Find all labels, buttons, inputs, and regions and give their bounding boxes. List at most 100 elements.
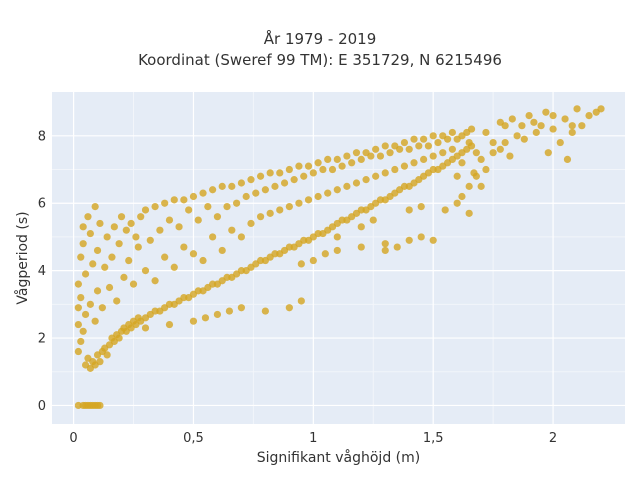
scatter-point (189, 192, 198, 201)
scatter-point (321, 250, 329, 258)
scatter-point (115, 240, 123, 248)
scatter-point (352, 179, 361, 187)
scatter-point (556, 138, 564, 147)
scatter-point (285, 202, 293, 211)
scatter-point (101, 263, 109, 271)
scatter-point (420, 135, 428, 143)
y-tick-label: 6 (38, 197, 46, 212)
scatter-point (115, 334, 123, 342)
scatter-point (204, 202, 212, 211)
scatter-point (549, 111, 557, 120)
scatter-point (319, 165, 327, 174)
chart-subtitle: Koordinat (Sweref 99 TM): E 351729, N 62… (138, 51, 502, 69)
scatter-point (333, 186, 341, 194)
scatter-point (405, 236, 413, 244)
scatter-point (314, 192, 322, 201)
scatter-point (228, 182, 236, 190)
scatter-point (429, 152, 437, 160)
scatter-point (261, 186, 269, 194)
y-tick-label: 4 (38, 264, 46, 279)
scatter-point (180, 196, 188, 204)
scatter-point (285, 165, 293, 174)
scatter-point (441, 206, 449, 214)
scatter-point (333, 233, 341, 241)
scatter-point (300, 172, 308, 180)
x-tick-label: 2 (549, 431, 557, 446)
scatter-point (501, 122, 509, 130)
scatter-point (74, 347, 82, 356)
scatter-point (357, 243, 365, 251)
scatter-point (175, 223, 183, 231)
scatter-point (189, 250, 198, 258)
scatter-point (367, 152, 375, 160)
scatter-point (508, 115, 516, 123)
scatter-point (513, 132, 521, 140)
scatter-point (79, 240, 87, 248)
scatter-point (276, 206, 284, 214)
scatter-point (542, 108, 550, 116)
scatter-point (568, 122, 576, 130)
scatter-point (439, 149, 447, 157)
scatter-point (125, 256, 133, 265)
x-axis-label: Signifikant våghöjd (m) (257, 449, 420, 466)
scatter-point (458, 192, 466, 201)
scatter-point (482, 128, 490, 137)
scatter-point (199, 189, 207, 197)
x-axis-ticks: 0 0,5 1 1,5 2 (69, 431, 557, 446)
scatter-point (74, 280, 82, 288)
scatter-point (185, 206, 193, 214)
scatter-point (161, 253, 169, 261)
scatter-point (381, 246, 389, 255)
scatter-point (415, 142, 423, 150)
scatter-point (77, 253, 85, 261)
scatter-point (266, 169, 274, 177)
scatter-point (410, 135, 418, 143)
scatter-point (472, 172, 480, 180)
scatter-point (453, 172, 461, 180)
scatter-point (170, 263, 178, 271)
scatter-point (372, 172, 380, 180)
scatter-point (86, 300, 94, 308)
scatter-point (324, 155, 332, 164)
scatter-point (434, 138, 442, 147)
scatter-point (348, 159, 356, 167)
scatter-point (496, 145, 504, 153)
scatter-point (578, 122, 586, 130)
scatter-point (489, 138, 497, 147)
scatter-point (285, 304, 293, 312)
y-tick-label: 8 (38, 129, 46, 144)
scatter-point (453, 199, 461, 207)
scatter-point (84, 213, 92, 221)
scatter-point (170, 196, 178, 204)
scatter-point (141, 267, 150, 275)
scatter-point (429, 132, 437, 140)
scatter-point (117, 213, 126, 221)
scatter-point (295, 162, 303, 170)
scatter-point (328, 165, 337, 174)
scatter-point (304, 196, 313, 204)
scatter-point (74, 304, 82, 312)
scatter-point (532, 128, 540, 137)
scatter-point (343, 182, 351, 190)
scatter-point (103, 233, 111, 241)
scatter-point (96, 401, 104, 410)
scatter-point (180, 243, 188, 251)
scatter-point (530, 118, 538, 126)
scatter-point (280, 179, 289, 187)
scatter-point (295, 199, 303, 207)
x-tick-label: 0,5 (183, 431, 204, 446)
scatter-point (448, 145, 456, 153)
scatter-point (77, 294, 85, 302)
scatter-point (477, 155, 485, 164)
data-points (74, 105, 605, 410)
scatter-point (525, 111, 533, 120)
scatter-point (477, 182, 485, 190)
scatter-point (465, 138, 473, 147)
scatter-point (405, 145, 413, 153)
scatter-point (256, 172, 265, 180)
scatter-point (369, 216, 377, 224)
scatter-point (237, 304, 246, 312)
scatter-point (156, 226, 164, 234)
scatter-point (443, 135, 452, 143)
scatter-point (141, 206, 150, 214)
